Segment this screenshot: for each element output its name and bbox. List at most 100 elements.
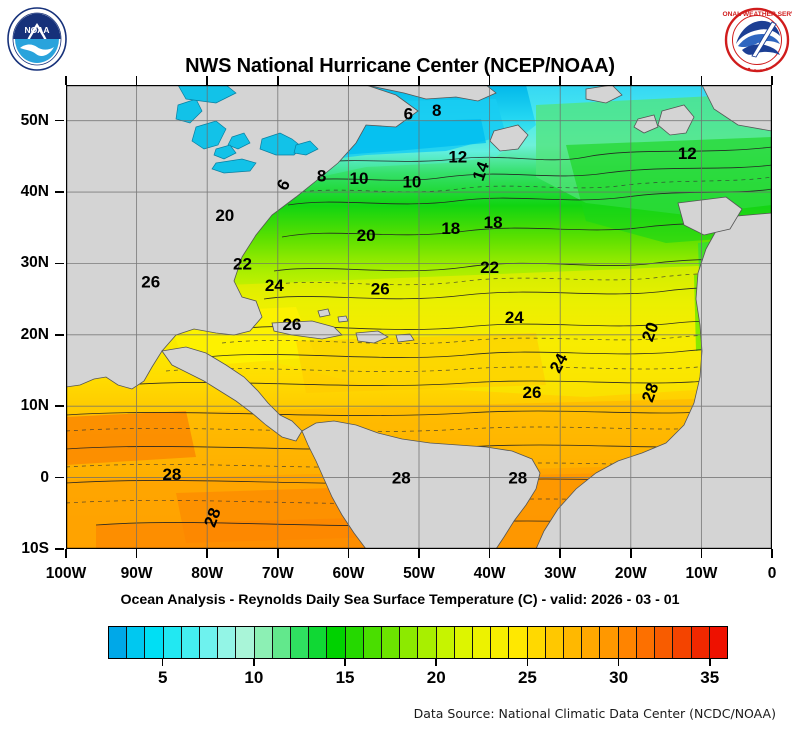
colorbar-label: 15 xyxy=(335,668,355,687)
colorbar-label: 30 xyxy=(609,668,629,687)
page-title: NWS National Hurricane Center (NCEP/NOAA… xyxy=(185,55,615,77)
svg-text:NATIONAL WEATHER SERVICE: NATIONAL WEATHER SERVICE xyxy=(722,11,792,18)
data-source-note: Data Source: National Climatic Data Cent… xyxy=(413,706,776,721)
colorbar-band xyxy=(600,627,619,658)
x-axis-label: 70W xyxy=(261,565,294,582)
x-tickmark xyxy=(65,549,67,558)
colorbar-band xyxy=(418,627,437,658)
colorbar-band xyxy=(582,627,601,658)
contour-label: 28 xyxy=(392,469,411,488)
colorbar-band xyxy=(545,627,565,658)
y-axis-label: 30N xyxy=(20,254,49,272)
x-axis-label: 90W xyxy=(120,565,153,582)
colorbar-tickmark xyxy=(708,659,711,666)
contour-label: 10 xyxy=(402,172,421,191)
colorbar-tickmark xyxy=(161,659,164,666)
colorbar-band xyxy=(345,627,364,658)
colorbar-band xyxy=(618,627,637,658)
colorbar-band xyxy=(527,627,546,658)
colorbar-band xyxy=(454,627,474,658)
colorbar-band xyxy=(436,627,455,658)
x-tickmark-top xyxy=(488,76,491,85)
colorbar-band xyxy=(655,627,674,658)
colorbar-band xyxy=(691,627,710,658)
colorbar-band xyxy=(236,627,255,658)
contour-label: 20 xyxy=(357,226,376,245)
y-axis-label: 40N xyxy=(20,183,49,201)
colorbar-band xyxy=(109,627,128,658)
nws-logo: NATIONAL WEATHER SERVICE xyxy=(708,6,800,78)
x-tickmark xyxy=(771,549,773,558)
y-tickmark xyxy=(55,262,64,265)
colorbar-tickmark xyxy=(435,659,438,666)
x-tickmark xyxy=(559,549,561,558)
contour-label: 18 xyxy=(484,213,503,232)
contour-label: 8 xyxy=(317,167,326,186)
colorbar-band xyxy=(564,627,583,658)
x-tickmark-top xyxy=(206,76,208,85)
colorbar-band xyxy=(218,627,237,658)
colorbar-label: 25 xyxy=(517,668,537,687)
x-axis-label: 60W xyxy=(332,565,365,582)
x-tickmark-top xyxy=(135,76,138,85)
contour-label: 12 xyxy=(448,147,467,166)
colorbar-label: 5 xyxy=(157,668,168,687)
colorbar-tickmark xyxy=(526,659,529,666)
contour-label: 26 xyxy=(371,279,390,298)
x-tickmark-top xyxy=(65,76,67,85)
noaa-logo: NOAA xyxy=(6,6,68,72)
colorbar-label: 20 xyxy=(426,668,446,687)
y-axis-label: 0 xyxy=(40,468,49,486)
colorbar-band xyxy=(509,627,528,658)
contour-label: 24 xyxy=(505,308,524,327)
x-axis-label: 40W xyxy=(473,565,506,582)
x-tickmark-top xyxy=(559,76,561,85)
y-axis-label: 50N xyxy=(20,111,49,129)
colorbar xyxy=(108,626,728,659)
contour-label: 10 xyxy=(350,169,369,188)
contour-label: 28 xyxy=(162,465,181,484)
x-axis-label: 30W xyxy=(544,565,577,582)
colorbar-band xyxy=(636,627,656,658)
colorbar-band xyxy=(327,627,346,658)
x-tickmark-top xyxy=(771,76,773,85)
colorbar-band xyxy=(127,627,146,658)
x-tickmark-top xyxy=(700,76,703,85)
contour-label: 18 xyxy=(441,219,460,238)
colorbar-band xyxy=(400,627,419,658)
contour-label: 22 xyxy=(480,258,499,277)
y-axis-label: 10S xyxy=(21,540,49,557)
colorbar-labels: 5 10 15 20 25 30 35 xyxy=(0,668,800,694)
x-tickmark-top xyxy=(277,76,279,85)
contour-label: 8 xyxy=(432,101,441,120)
colorbar-band xyxy=(673,627,692,658)
x-tickmark xyxy=(630,549,632,558)
x-tickmark xyxy=(700,549,703,558)
contour-label: 26 xyxy=(282,315,301,334)
contour-label: 22 xyxy=(233,255,252,274)
x-tickmark xyxy=(347,549,350,558)
contour-label: 24 xyxy=(265,276,284,295)
x-axis-label: 50W xyxy=(403,565,435,582)
x-tickmark xyxy=(418,549,420,558)
colorbar-band xyxy=(181,627,201,658)
colorbar-tickmark xyxy=(253,659,255,666)
x-axis-label: 80W xyxy=(191,565,224,582)
colorbar-band xyxy=(382,627,401,658)
y-axis-label: 10N xyxy=(20,397,49,415)
sst-map-figure: 6 8 6 8 10 10 12 14 12 18 18 20 20 20 22 22 24 24 24 26 26 26… xyxy=(66,85,772,549)
colorbar-band xyxy=(309,627,328,658)
x-tickmark xyxy=(277,549,279,558)
x-tickmark xyxy=(135,549,138,558)
y-tickmark xyxy=(55,476,64,479)
colorbar-label: 35 xyxy=(700,668,720,687)
colorbar-band xyxy=(254,627,273,658)
x-axis-label: 0 xyxy=(767,565,777,582)
colorbar-band xyxy=(163,627,182,658)
y-axis-label: 20N xyxy=(20,325,49,343)
x-axis-label: 20W xyxy=(614,565,647,582)
x-tickmark-top xyxy=(418,76,420,85)
contour-label: 12 xyxy=(678,144,697,163)
